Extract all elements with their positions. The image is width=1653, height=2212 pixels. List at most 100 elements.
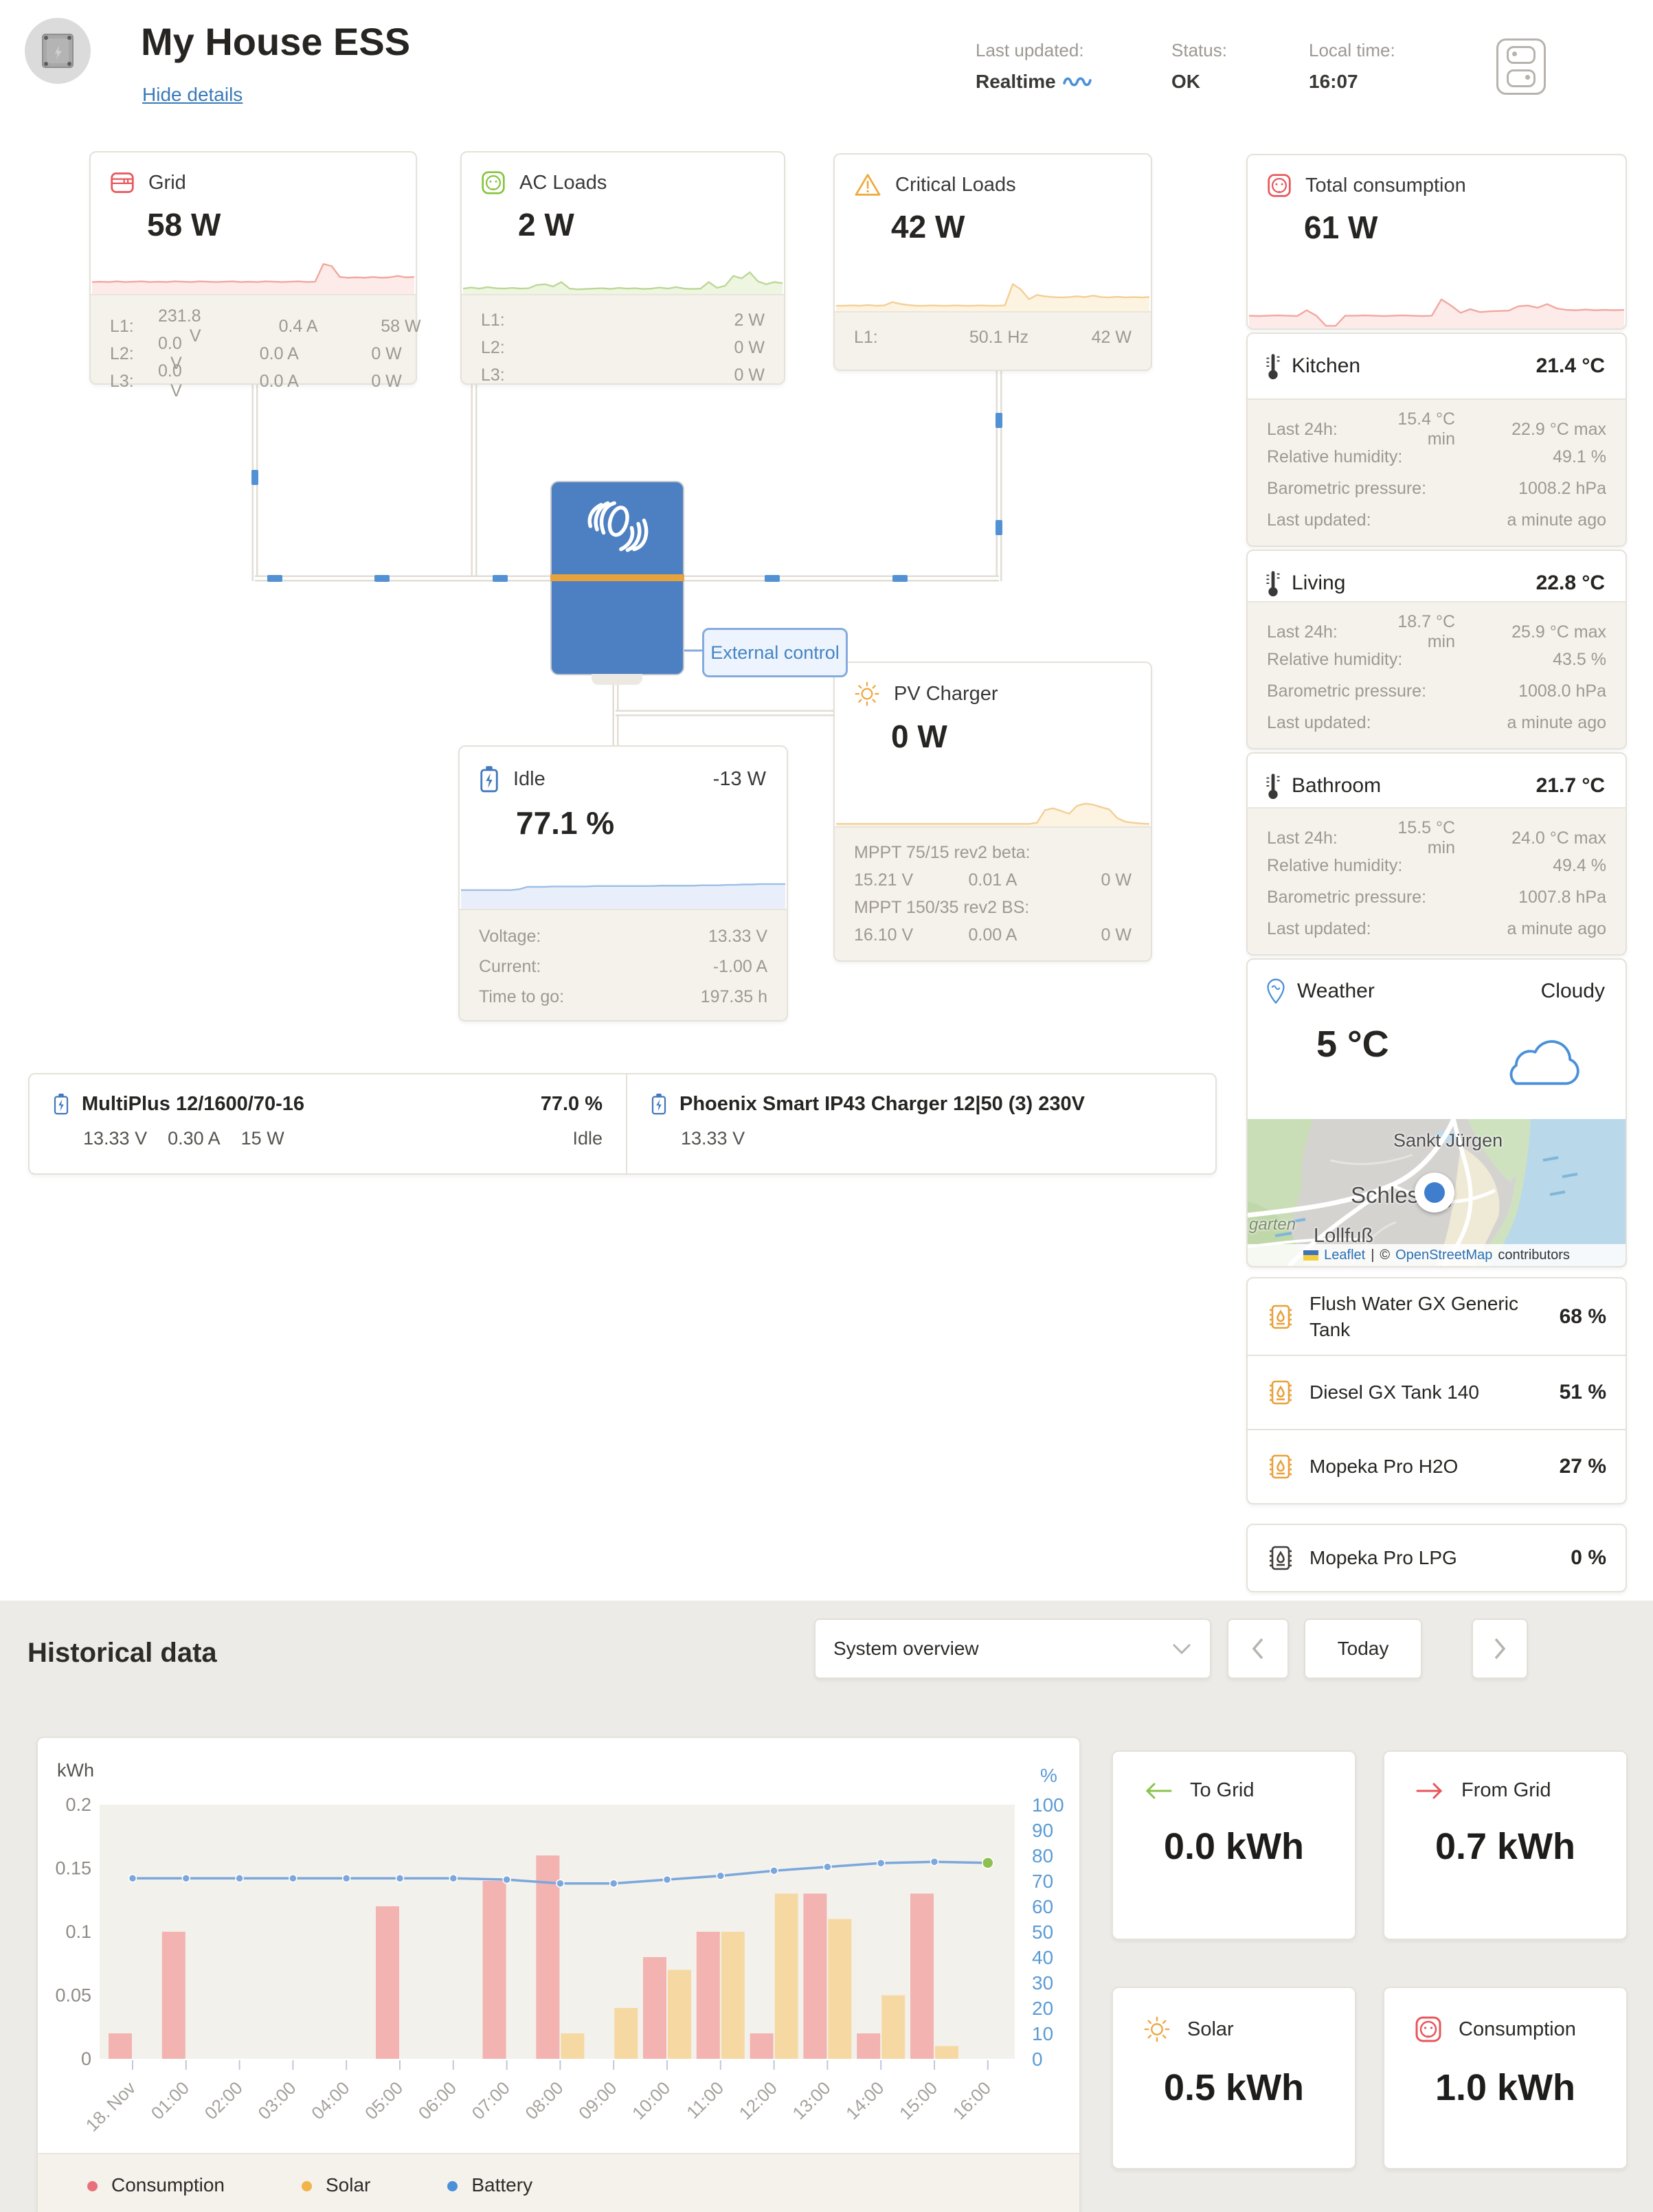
- cloud-icon: [1491, 1026, 1591, 1090]
- total-consumption-card[interactable]: Total consumption 61 W: [1246, 154, 1627, 330]
- room-name: Living: [1292, 572, 1346, 594]
- socket-icon: [481, 170, 506, 195]
- room-bathroom-card[interactable]: Bathroom 21.7 °C Last 24h: 15.5 °C min 24.…: [1246, 752, 1627, 956]
- svg-text:0.2: 0.2: [65, 1794, 91, 1815]
- svg-text:12:00: 12:00: [735, 2077, 781, 2123]
- pv-charger-power: 0 W: [891, 719, 947, 754]
- tank-flush-water[interactable]: Flush Water GX Generic Tank 68 %: [1248, 1278, 1626, 1355]
- svg-text:0: 0: [81, 2049, 91, 2069]
- map-location-marker[interactable]: [1415, 1173, 1454, 1212]
- battery-card[interactable]: Idle -13 W 77.1 % Voltage: 13.33 V Curren…: [458, 745, 788, 1022]
- victron-logo-icon: [576, 497, 659, 558]
- svg-text:50: 50: [1032, 1921, 1053, 1943]
- report-type-select[interactable]: System overview: [814, 1618, 1211, 1679]
- legend-consumption[interactable]: Consumption: [87, 2174, 225, 2196]
- svg-text:14:00: 14:00: [842, 2077, 888, 2123]
- device-power: 15 W: [240, 1128, 284, 1149]
- device-multiplus[interactable]: MultiPlus 12/1600/70-16 77.0 % 13.33 V 0…: [30, 1074, 626, 1173]
- svg-text:05:00: 05:00: [361, 2077, 407, 2123]
- consumption-dot-icon: [87, 2181, 98, 2192]
- room-living-card[interactable]: Living 22.8 °C Last 24h: 18.7 °C min 25.9 …: [1246, 550, 1627, 749]
- energy-chart[interactable]: 18. Nov 01:00 02:00 03:00 04:00 05:00 06:00 07:…: [38, 1738, 1082, 2212]
- today-button[interactable]: Today: [1304, 1618, 1422, 1679]
- last-updated: Last updated: Realtime: [976, 40, 1092, 93]
- summary-to-grid[interactable]: To Grid 0.0 kWh: [1112, 1750, 1356, 1940]
- room-temp: 21.7 °C: [1536, 774, 1605, 797]
- weather-card[interactable]: Weather Cloudy 5 °C: [1246, 958, 1627, 1267]
- critical-loads-card[interactable]: Critical Loads 42 W L1: 50.1 Hz 42 W: [833, 153, 1152, 371]
- osm-link[interactable]: OpenStreetMap: [1395, 1247, 1493, 1263]
- summary-value: 0.7 kWh: [1435, 1826, 1576, 1867]
- hide-details-link[interactable]: Hide details: [142, 84, 243, 105]
- svg-text:10:00: 10:00: [628, 2077, 674, 2123]
- room-kitchen-details: Last 24h: 15.4 °C min 22.9 °C max Relative…: [1248, 398, 1626, 545]
- pv-charger-card[interactable]: PV Charger 0 W MPPT 75/15 rev2 beta: 15.…: [833, 662, 1152, 962]
- map-town-label: Lollfuß: [1314, 1225, 1374, 1247]
- svg-text:06:00: 06:00: [414, 2077, 460, 2123]
- tank-icon: [1267, 1544, 1294, 1572]
- tank-h2o[interactable]: Mopeka Pro H2O 27 %: [1248, 1429, 1626, 1503]
- legend-solar[interactable]: Solar: [301, 2174, 370, 2196]
- device-phoenix-charger[interactable]: Phoenix Smart IP43 Charger 12|50 (3) 230…: [626, 1074, 1215, 1173]
- tank-level: 68 %: [1559, 1305, 1606, 1328]
- location-pin-icon: [1266, 978, 1286, 1005]
- room-name: Kitchen: [1292, 354, 1361, 377]
- arrow-right-icon: [1415, 1781, 1445, 1801]
- svg-text:0.1: 0.1: [65, 1921, 91, 1942]
- ac-loads-phase-details: L1: 2 W L2: 0 W L3: 0 W: [462, 294, 784, 385]
- grid-card[interactable]: Grid 58 W L1: 231.8 V 0.4 A 58 W L2: 0.0 V 0.…: [89, 151, 421, 400]
- weather-map[interactable]: Sankt Jürgen Schleswig Lollfuß garten Le…: [1248, 1119, 1626, 1266]
- prev-period-button[interactable]: [1227, 1618, 1289, 1679]
- battery-details: Voltage: 13.33 V Current: -1.00 A Time to …: [460, 909, 787, 1020]
- room-living-details: Last 24h: 18.7 °C min 25.9 °C max Relative…: [1248, 601, 1626, 748]
- room-kitchen-card[interactable]: Kitchen 21.4 °C Last 24h: 15.4 °C min 22.9…: [1246, 332, 1627, 547]
- leaflet-link[interactable]: Leaflet: [1324, 1247, 1366, 1263]
- controls-toggle-icon[interactable]: [1496, 38, 1546, 95]
- chart-legend: Consumption Solar Battery: [38, 2153, 1079, 2212]
- svg-text:%: %: [1040, 1765, 1057, 1786]
- room-temp: 21.4 °C: [1536, 354, 1605, 377]
- battery-sparkline: [461, 865, 785, 909]
- svg-text:0.15: 0.15: [55, 1858, 91, 1879]
- svg-text:0: 0: [1032, 2049, 1043, 2070]
- summary-label: From Grid: [1461, 1779, 1551, 1801]
- inverter-ac-bus-stripe: [550, 574, 684, 581]
- tank-lpg-card[interactable]: Mopeka Pro LPG 0 %: [1246, 1524, 1627, 1592]
- external-control-label: External control: [710, 642, 840, 663]
- svg-text:07:00: 07:00: [468, 2077, 514, 2123]
- tank-lpg[interactable]: Mopeka Pro LPG 0 %: [1248, 1525, 1626, 1591]
- next-period-button[interactable]: [1472, 1618, 1528, 1679]
- socket-icon: [1267, 173, 1292, 198]
- svg-text:18. Nov: 18. Nov: [82, 2077, 140, 2136]
- total-consumption-sparkline: [1249, 289, 1624, 328]
- battery-icon: [479, 765, 499, 793]
- tank-diesel[interactable]: Diesel GX Tank 140 51 %: [1248, 1355, 1626, 1429]
- summary-consumption[interactable]: Consumption 1.0 kWh: [1383, 1987, 1628, 2169]
- map-town-label: garten: [1249, 1215, 1296, 1234]
- summary-solar[interactable]: Solar 0.5 kWh: [1112, 1987, 1356, 2169]
- grid-sparkline: [92, 254, 414, 294]
- weather-temp: 5 °C: [1316, 1024, 1389, 1065]
- legend-battery[interactable]: Battery: [447, 2174, 532, 2196]
- status: Status: OK: [1171, 40, 1227, 93]
- svg-text:03:00: 03:00: [254, 2077, 300, 2123]
- external-control-badge: External control: [702, 628, 848, 677]
- svg-text:kWh: kWh: [57, 1760, 94, 1781]
- ac-loads-card[interactable]: AC Loads 2 W L1: 2 W L2: 0 W L3: 0 W: [460, 151, 785, 385]
- pv-charger-title: PV Charger: [894, 682, 998, 705]
- svg-text:09:00: 09:00: [574, 2077, 620, 2123]
- thermometer-icon: [1266, 771, 1281, 800]
- summary-from-grid[interactable]: From Grid 0.7 kWh: [1383, 1750, 1628, 1940]
- local-time-label: Local time:: [1309, 40, 1395, 60]
- historical-title: Historical data: [27, 1638, 217, 1668]
- installation-avatar: [25, 18, 91, 84]
- tank-level: 51 %: [1559, 1381, 1606, 1403]
- battery-state: Idle: [513, 767, 546, 790]
- report-type-value: System overview: [833, 1638, 979, 1659]
- tank-name: Mopeka Pro LPG: [1309, 1547, 1457, 1569]
- inverter-device[interactable]: [550, 481, 684, 685]
- map-town-label: Sankt Jürgen: [1393, 1130, 1503, 1151]
- tank-level: 0 %: [1571, 1546, 1606, 1569]
